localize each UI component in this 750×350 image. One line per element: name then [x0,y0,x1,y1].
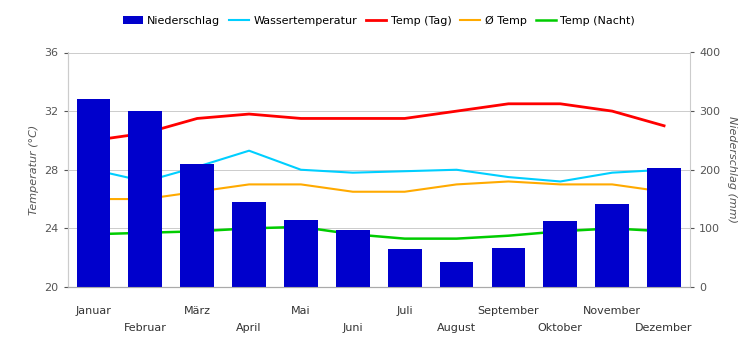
Bar [76,99,110,287]
Bar [232,202,266,287]
Text: November: November [584,307,641,316]
Bar [544,221,578,287]
Text: Februar: Februar [124,323,166,333]
Bar [180,164,214,287]
Bar [388,250,422,287]
Bar [284,220,318,287]
Text: Juli: Juli [396,307,413,316]
Bar [128,111,162,287]
Bar [440,262,473,287]
Text: April: April [236,323,262,333]
Text: Juni: Juni [343,323,363,333]
Bar [647,168,681,287]
Bar [596,204,629,287]
Text: August: August [437,323,476,333]
Text: Januar: Januar [76,307,111,316]
Y-axis label: Temperatur (°C): Temperatur (°C) [28,125,39,215]
Bar [336,230,370,287]
Bar [491,248,525,287]
Text: März: März [184,307,211,316]
Text: September: September [478,307,539,316]
Text: Oktober: Oktober [538,323,583,333]
Text: Mai: Mai [291,307,310,316]
Y-axis label: Niederschlag (mm): Niederschlag (mm) [727,116,736,223]
Legend: Niederschlag, Wassertemperatur, Temp (Tag), Ø Temp, Temp (Nacht): Niederschlag, Wassertemperatur, Temp (Ta… [118,11,639,30]
Text: Dezember: Dezember [635,323,693,333]
